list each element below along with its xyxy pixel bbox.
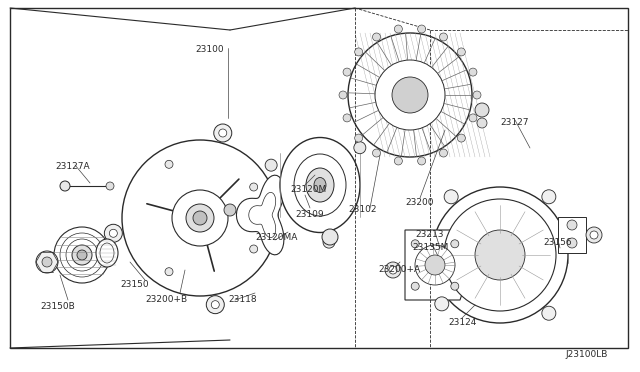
Circle shape: [415, 245, 455, 285]
Bar: [558, 217, 586, 253]
Circle shape: [343, 68, 351, 76]
Circle shape: [66, 239, 98, 271]
Text: 23102: 23102: [348, 205, 376, 214]
Text: 23124: 23124: [448, 318, 476, 327]
Circle shape: [590, 231, 598, 239]
Circle shape: [394, 157, 403, 165]
Circle shape: [355, 48, 363, 56]
Circle shape: [219, 129, 227, 137]
Text: 23135M: 23135M: [412, 243, 449, 252]
Circle shape: [542, 190, 556, 204]
Circle shape: [392, 77, 428, 113]
Circle shape: [104, 224, 122, 242]
Circle shape: [389, 266, 397, 274]
Circle shape: [444, 190, 458, 204]
Text: 23150B: 23150B: [40, 302, 75, 311]
Circle shape: [72, 245, 92, 265]
Circle shape: [444, 199, 556, 311]
Circle shape: [440, 33, 447, 41]
Text: 23120MA: 23120MA: [255, 233, 298, 242]
Circle shape: [477, 118, 487, 128]
Circle shape: [425, 255, 445, 275]
Text: 23127: 23127: [500, 118, 529, 127]
Circle shape: [186, 204, 214, 232]
Text: 23213: 23213: [415, 230, 444, 239]
Text: 23109: 23109: [295, 210, 324, 219]
Circle shape: [451, 240, 459, 248]
Circle shape: [432, 187, 568, 323]
Circle shape: [165, 268, 173, 276]
Circle shape: [469, 68, 477, 76]
Circle shape: [348, 33, 472, 157]
Text: 23127A: 23127A: [55, 162, 90, 171]
Circle shape: [418, 25, 426, 33]
Circle shape: [343, 114, 351, 122]
Circle shape: [372, 33, 381, 41]
Circle shape: [440, 149, 447, 157]
Text: 23200: 23200: [405, 198, 433, 207]
Circle shape: [54, 227, 110, 283]
Circle shape: [323, 236, 335, 248]
Circle shape: [339, 91, 347, 99]
Ellipse shape: [280, 138, 360, 232]
Text: 23200+A: 23200+A: [378, 265, 420, 274]
Text: 23118: 23118: [228, 295, 257, 304]
Circle shape: [451, 282, 459, 290]
Ellipse shape: [100, 243, 114, 263]
Circle shape: [60, 181, 70, 191]
Circle shape: [412, 282, 419, 290]
Circle shape: [122, 140, 278, 296]
Circle shape: [165, 160, 173, 168]
Circle shape: [77, 250, 87, 260]
Circle shape: [542, 306, 556, 320]
Text: 23150: 23150: [120, 280, 148, 289]
Circle shape: [106, 182, 114, 190]
Ellipse shape: [306, 168, 334, 202]
Circle shape: [250, 183, 258, 191]
Circle shape: [418, 157, 426, 165]
Text: 23100: 23100: [195, 45, 223, 54]
Circle shape: [567, 220, 577, 230]
Circle shape: [214, 124, 232, 142]
Circle shape: [322, 229, 338, 245]
Circle shape: [435, 297, 449, 311]
Ellipse shape: [96, 239, 118, 267]
Circle shape: [354, 142, 366, 154]
Text: 23200+B: 23200+B: [145, 295, 187, 304]
Text: 23156: 23156: [543, 238, 572, 247]
Circle shape: [211, 301, 220, 309]
Circle shape: [60, 233, 104, 277]
Circle shape: [109, 229, 117, 237]
Circle shape: [250, 245, 258, 253]
Text: 23120M: 23120M: [290, 185, 326, 194]
Circle shape: [42, 257, 52, 267]
Circle shape: [375, 60, 445, 130]
Circle shape: [224, 204, 236, 216]
Circle shape: [586, 227, 602, 243]
Circle shape: [567, 238, 577, 248]
Polygon shape: [236, 175, 284, 255]
Circle shape: [355, 134, 363, 142]
Circle shape: [36, 251, 58, 273]
Circle shape: [458, 48, 465, 56]
Circle shape: [458, 134, 465, 142]
Text: J23100LB: J23100LB: [565, 350, 607, 359]
Polygon shape: [249, 192, 276, 238]
Circle shape: [193, 211, 207, 225]
Ellipse shape: [294, 154, 346, 216]
Circle shape: [385, 262, 401, 278]
Polygon shape: [405, 230, 465, 300]
Circle shape: [475, 103, 489, 117]
Ellipse shape: [314, 177, 326, 192]
Circle shape: [469, 114, 477, 122]
Circle shape: [206, 296, 224, 314]
Circle shape: [412, 240, 419, 248]
Circle shape: [475, 230, 525, 280]
Circle shape: [172, 190, 228, 246]
Circle shape: [372, 149, 381, 157]
Circle shape: [473, 91, 481, 99]
Circle shape: [265, 159, 277, 171]
Circle shape: [394, 25, 403, 33]
